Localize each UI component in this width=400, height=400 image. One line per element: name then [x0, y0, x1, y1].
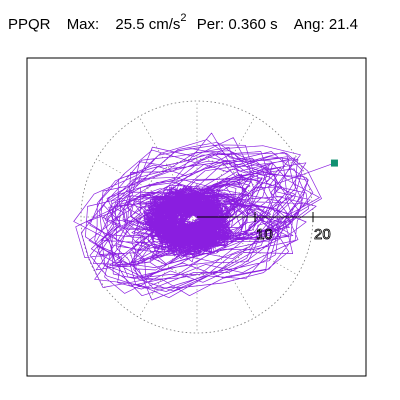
radial-tick-label-20: 20	[314, 226, 331, 243]
period-label: Per:	[196, 16, 225, 33]
period-value: 0.360 s	[228, 16, 278, 33]
max-unit-exponent: 2	[180, 12, 187, 24]
radial-tick-labels: 10 20	[254, 212, 331, 243]
angle-label: Ang:	[293, 16, 325, 33]
orbit-path	[73, 132, 335, 301]
polar-spoke-60	[196, 116, 256, 218]
orbit-trace	[73, 132, 335, 301]
max-label: Max:	[66, 16, 100, 33]
radial-tick-label-10: 10	[256, 226, 273, 243]
polar-spoke-300	[196, 216, 256, 318]
polar-spoke-150	[96, 158, 198, 218]
max-vector-overlay	[197, 159, 366, 218]
station-code: PPQR	[8, 16, 51, 33]
angle-value: 21.4	[328, 16, 359, 33]
polar-spoke-120	[138, 116, 198, 218]
max-value: 25.5	[115, 16, 145, 33]
header-readout: PPQR Max: 25.5 cm/s2 Per: 0.360 s Ang: 2…	[8, 12, 359, 33]
max-point-marker	[330, 159, 338, 167]
polar-spoke-30	[196, 158, 298, 218]
polar-spoke-330	[196, 216, 298, 276]
max-unit: cm/s	[148, 16, 181, 33]
polar-spoke-240	[138, 216, 198, 318]
